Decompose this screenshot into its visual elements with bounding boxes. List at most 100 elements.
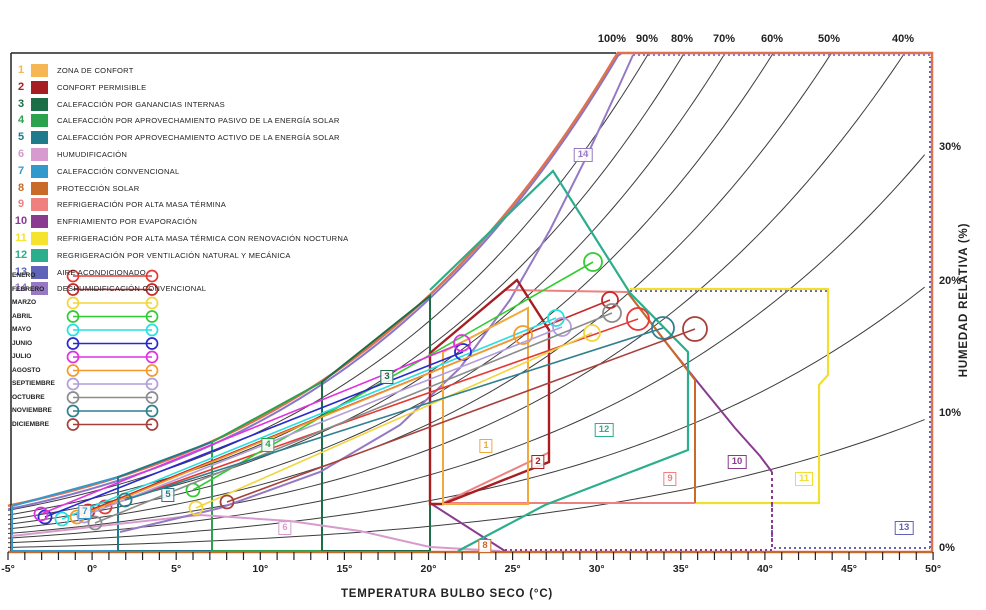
month-legend-circle-b-JUNIO [145, 337, 159, 350]
legend-item-label: CONFORT PERMISIBLE [57, 82, 147, 92]
legend-item-number: 14 [14, 282, 28, 295]
zone-8-outline-0 [627, 292, 696, 503]
top-rh-label-40%: 40% [891, 33, 915, 45]
month-legend-circle-a-AGOSTO [66, 364, 80, 377]
legend-item-label: CALEFACCIÓN POR APROVECHAMIENTO PASIVO D… [57, 116, 340, 126]
rh-curve-50 [7, 52, 832, 530]
month-start-circle-NOVIEMBRE [117, 492, 133, 508]
x-tick-label-0: 0° [87, 563, 98, 575]
legend-item-number: 9 [17, 198, 25, 211]
zone-number-box-4: 4 [261, 438, 275, 452]
month-label-NOVIEMBRE: NOVIEMBRE [12, 407, 52, 414]
rh-curve-30 [7, 154, 926, 539]
month-legend-circle-b-ENERO [145, 269, 159, 283]
legend-item-number: 8 [17, 181, 25, 194]
legend-item-label: CALEFACCIÓN POR GANANCIAS INTERNAS [57, 99, 225, 109]
legend-item-9: 9 REFRIGERACIÓN POR ALTA MASA TÉRMINA [14, 197, 226, 212]
zone-10-outline-2 [429, 502, 506, 552]
x-tick-label-45: 45° [841, 563, 857, 575]
month-end-circle-MARZO [583, 324, 601, 342]
saturation-purple-line [7, 52, 623, 511]
y-axis-title: HUMEDAD RELATIVA (%) [958, 222, 970, 378]
month-label-JUNIO: JUNIO [12, 339, 33, 347]
month-end-circle-FEBRERO [601, 291, 619, 309]
month-legend-circle-b-MAYO [145, 323, 159, 337]
rh-curve-10 [7, 419, 925, 548]
month-start-circle-OCTUBRE [87, 515, 103, 531]
legend-color-swatch [31, 215, 48, 229]
top-rh-label-90%: 90% [635, 33, 659, 45]
legend-item-11: 11 REFRIGERACIÓN POR ALTA MASA TÉRMICA CO… [14, 231, 348, 246]
rh-curve-90 [7, 52, 650, 511]
month-legend-circle-b-ABRIL [145, 310, 159, 323]
legend-color-swatch [31, 248, 48, 262]
legend-item-3: 3 CALEFACCIÓN POR GANANCIAS INTERNAS [14, 97, 225, 112]
top-rh-label-50%: 50% [817, 33, 841, 45]
legend-item-number: 7 [17, 164, 25, 177]
zone-number-box-6: 6 [278, 521, 292, 535]
month-label-OCTUBRE: OCTUBRE [12, 393, 45, 401]
legend-item-10: 10 ENFRIAMIENTO POR EVAPORACIÓN [14, 214, 197, 229]
month-legend-circle-a-ENERO [66, 269, 80, 283]
rh-curve-60 [7, 52, 774, 525]
legend-item-label: CALEFACCIÓN POR APROVECHAMIENTO ACTIVO D… [57, 133, 340, 143]
legend-item-number: 5 [17, 131, 25, 144]
month-end-circle-AGOSTO [513, 325, 533, 345]
x-axis-title: TEMPERATURA BULBO SECO (°C) [340, 588, 554, 600]
month-line-MAYO [61, 317, 557, 520]
zone-number-box-11: 11 [794, 472, 814, 486]
legend-item-number: 13 [14, 265, 28, 278]
x-tick-label-15: 15° [336, 563, 353, 575]
legend-item-label: REFRIGERACIÓN POR ALTA MASA TÉRMICA CON … [57, 234, 349, 243]
legend-item-5: 5 CALEFACCIÓN POR APROVECHAMIENTO ACTIVO … [14, 130, 340, 145]
month-label-JULIO: JULIO [12, 353, 32, 360]
legend-color-swatch [31, 164, 48, 178]
legend-item-number: 11 [15, 232, 27, 244]
month-legend-circle-b-NOVIEMBRE [145, 404, 159, 418]
zone-number-box-3: 3 [380, 370, 394, 384]
x-tick-label-20: 20° [420, 563, 437, 575]
month-start-circle-JULIO [33, 506, 49, 522]
month-line-AGOSTO [76, 334, 524, 518]
zone-number-box-12: 12 [594, 423, 614, 437]
top-rh-label-100%: 100% [597, 33, 627, 45]
month-legend-circle-a-FEBRERO [66, 283, 80, 296]
x-tick-label-10: 10° [252, 563, 269, 575]
right-rh-label-30%: 30% [939, 141, 962, 153]
legend-item-number: 10 [14, 215, 28, 228]
month-legend-circle-b-JULIO [145, 350, 159, 364]
legend-color-swatch [31, 80, 48, 94]
month-legend-circle-b-AGOSTO [145, 364, 159, 377]
month-legend-circle-a-MARZO [66, 296, 80, 310]
month-end-circle-NOVIEMBRE [651, 316, 675, 340]
top-rh-label-80%: 80% [670, 33, 694, 45]
legend-color-swatch [31, 97, 48, 111]
legend-color-swatch [31, 265, 48, 279]
month-end-circle-ENERO [626, 307, 650, 331]
zone-number-box-9: 9 [663, 472, 677, 486]
legend-item-label: ZONA DE CONFORT [57, 66, 134, 75]
zone-number-box-1: 1 [479, 439, 493, 453]
legend-item-6: 6 HUMUDIFICACIÓN [14, 147, 127, 162]
legend-item-number: 6 [17, 148, 25, 160]
x-tick-label-5: 5° [171, 563, 182, 575]
x-tick-label-25: 25° [504, 563, 521, 575]
top-rh-label-60%: 60% [760, 33, 784, 45]
legend-item-7: 7 CALEFACCIÓN CONVENCIONAL [14, 164, 179, 179]
legend-item-13: 13 AIRE ACONDICIONADO [14, 265, 146, 280]
month-legend-circle-a-SEPTIEMBRE [66, 377, 80, 391]
x-tick-label-35: 35° [672, 563, 689, 575]
month-end-circle-OCTUBRE [602, 303, 622, 323]
x-tick-label--5: -5° [1, 563, 15, 575]
month-line-NOVIEMBRE [124, 327, 664, 501]
month-label-SEPTIEMBRE: SEPTIEMBRE [12, 380, 55, 387]
legend-item-label: REGRIGERACIÓN POR VENTILACIÓN NATURAL Y … [57, 250, 291, 260]
rh-curve-20 [7, 286, 925, 544]
legend-color-swatch [31, 148, 48, 161]
legend-item-label: HUMUDIFICACIÓN [57, 150, 128, 159]
month-legend-circle-b-DICIEMBRE [145, 418, 159, 431]
right-rh-label-10%: 10% [939, 407, 962, 419]
legend-item-label: AIRE ACONDICIONADO [57, 267, 146, 277]
